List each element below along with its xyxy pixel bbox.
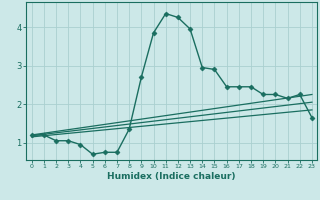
X-axis label: Humidex (Indice chaleur): Humidex (Indice chaleur) <box>107 172 236 181</box>
